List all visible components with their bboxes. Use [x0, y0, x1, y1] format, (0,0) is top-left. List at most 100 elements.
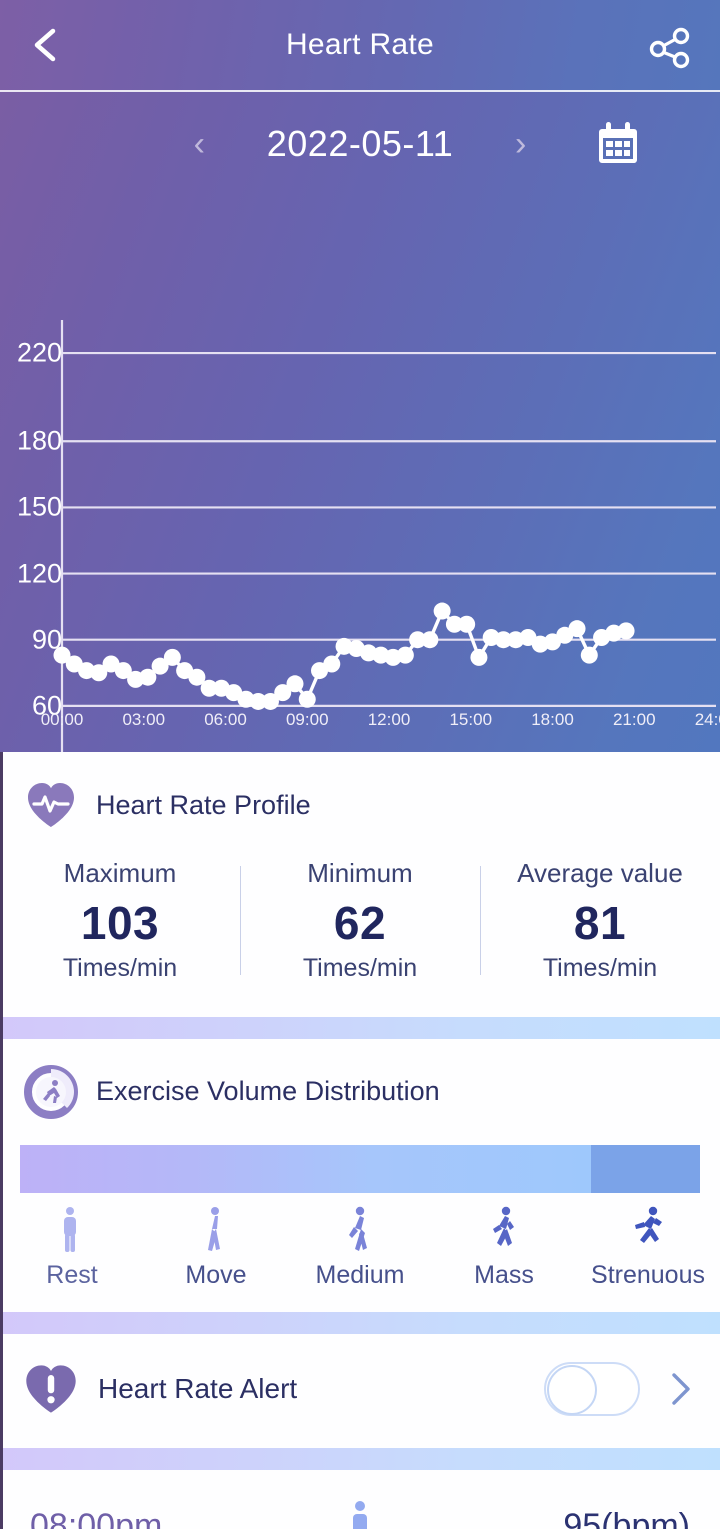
chart-data-point — [261, 692, 279, 710]
profile-stats: Maximum 103 Times/min Minimum 62 Times/min Ave… — [0, 832, 720, 1017]
chart-data-point — [114, 662, 132, 680]
chart-data-point — [200, 679, 218, 697]
chart-data-point — [90, 664, 108, 682]
chart-data-point — [249, 692, 267, 710]
date-navigator: ‹ 2022-05-11 › — [0, 92, 720, 196]
person-standing-icon — [64, 1206, 76, 1252]
x-axis-tick: 00:00 — [40, 710, 84, 729]
chart-data-point — [188, 668, 206, 686]
x-axis-tick: 12:00 — [367, 710, 411, 729]
chart-data-point — [458, 615, 476, 633]
stat-unit: Times/min — [302, 953, 418, 982]
section-divider-1 — [0, 1016, 720, 1039]
alert-row[interactable]: Heart Rate Alert — [0, 1334, 720, 1448]
person-running-icon — [635, 1206, 662, 1243]
heart-pulse-icon — [28, 783, 74, 827]
calendar-icon[interactable] — [594, 120, 642, 168]
chart-data-point — [421, 631, 439, 649]
chart-data-point — [433, 602, 451, 620]
chart-data-point — [286, 675, 304, 693]
exercise-level: Move — [144, 1205, 288, 1290]
x-axis-tick: 03:00 — [122, 710, 166, 729]
chart-data-point — [470, 648, 488, 666]
current-date: 2022-05-11 — [266, 123, 454, 164]
chart-data-point — [53, 646, 71, 664]
share-icon[interactable] — [646, 24, 694, 70]
exercise-volume-card: Exercise Volume Distribution Rest Move Med… — [0, 1038, 720, 1312]
chart-panel: ‹ 2022-05-11 › 3060901201501802 — [0, 92, 720, 752]
chart-data-point — [445, 615, 463, 633]
exercise-bar-segment — [591, 1144, 700, 1193]
heart-rate-profile-card: Heart Rate Profile Maximum 103 Times/min Mi… — [0, 752, 720, 1017]
section-divider-3 — [0, 1447, 720, 1470]
exercise-level-label: Rest — [46, 1260, 98, 1289]
app-header: Heart Rate — [0, 0, 720, 92]
chevron-right-icon[interactable] — [664, 1366, 698, 1412]
chart-data-point — [568, 620, 586, 638]
profile-card-header: Heart Rate Profile — [0, 752, 720, 832]
chart-data-point — [323, 655, 341, 673]
profile-stat: Maximum 103 Times/min — [0, 858, 240, 983]
stat-unit: Times/min — [542, 953, 658, 982]
next-day-button[interactable]: › — [515, 125, 527, 163]
exercise-level-label: Mass — [474, 1260, 534, 1289]
exercise-bar-segment — [20, 1144, 592, 1193]
heart-rate-alert-card[interactable]: Heart Rate Alert — [0, 1333, 720, 1448]
prev-day-button[interactable]: ‹ — [193, 125, 205, 163]
chart-data-point — [396, 646, 414, 664]
person-standing-icon — [353, 1500, 367, 1529]
profile-stat: Minimum 62 Times/min — [240, 858, 480, 983]
chart-data-point — [151, 657, 169, 675]
y-axis-tick: 220 — [16, 337, 62, 368]
stat-label: Minimum — [307, 858, 413, 888]
person-jogging-icon — [493, 1206, 514, 1246]
profile-title: Heart Rate Profile — [96, 789, 311, 820]
exercise-level-label: Strenuous — [591, 1260, 705, 1289]
chart-data-point — [274, 684, 292, 702]
stat-label: Average value — [517, 858, 683, 888]
exercise-level-label: Medium — [315, 1260, 405, 1289]
x-axis-tick: 18:00 — [531, 710, 574, 729]
chart-data-point — [139, 668, 157, 686]
exercise-level: Strenuous — [576, 1205, 720, 1290]
x-axis-tick: 06:00 — [204, 710, 247, 729]
heart-rate-chart: 306090120150180220 00:0003:0006:0009:001… — [0, 192, 720, 752]
exercise-card-header: Exercise Volume Distribution — [0, 1039, 720, 1119]
chart-data-point — [163, 648, 181, 666]
chart-data-point — [617, 622, 635, 640]
stat-value: 81 — [573, 897, 627, 949]
page-title: Heart Rate — [285, 28, 435, 61]
alert-toggle-knob — [547, 1364, 597, 1415]
exercise-distribution-bar — [20, 1144, 700, 1193]
chart-data-point — [580, 646, 598, 664]
back-button[interactable] — [26, 23, 66, 67]
heart-exclamation-icon — [26, 1365, 76, 1413]
stat-value: 62 — [333, 897, 387, 949]
exercise-bar-wrapper — [0, 1119, 720, 1193]
exercise-level: Rest — [0, 1205, 144, 1290]
y-axis-tick: 60 — [31, 690, 62, 721]
alert-toggle[interactable] — [544, 1361, 640, 1416]
person-walking-icon — [349, 1206, 367, 1251]
profile-stat: Average value 81 Times/min — [480, 858, 720, 983]
x-axis-tick: 09:00 — [285, 710, 329, 729]
y-axis-tick: 180 — [16, 425, 62, 456]
x-axis-tick: 21:00 — [612, 710, 656, 729]
y-axis-tick: 120 — [16, 558, 62, 589]
y-axis-tick: 90 — [31, 624, 62, 655]
stat-unit: Times/min — [62, 953, 178, 982]
exercise-level: Medium — [288, 1205, 432, 1290]
record-time: 08:00pm — [30, 1507, 163, 1529]
exercise-donut-icon — [24, 1064, 78, 1119]
chart-data-point — [494, 631, 512, 649]
record-value: 95(bpm) — [563, 1507, 690, 1529]
x-axis-tick: 24:00 — [694, 710, 720, 729]
chart-data-point — [298, 690, 316, 708]
chart-plot-area — [53, 320, 716, 752]
record-row[interactable]: 08:00pm 95(bpm) — [0, 1470, 720, 1529]
stat-value: 103 — [80, 897, 160, 949]
person-walking-slow-icon — [208, 1206, 220, 1251]
stat-label: Maximum — [63, 858, 177, 888]
section-divider-2 — [0, 1311, 720, 1334]
screen-left-edge — [0, 92, 3, 1529]
